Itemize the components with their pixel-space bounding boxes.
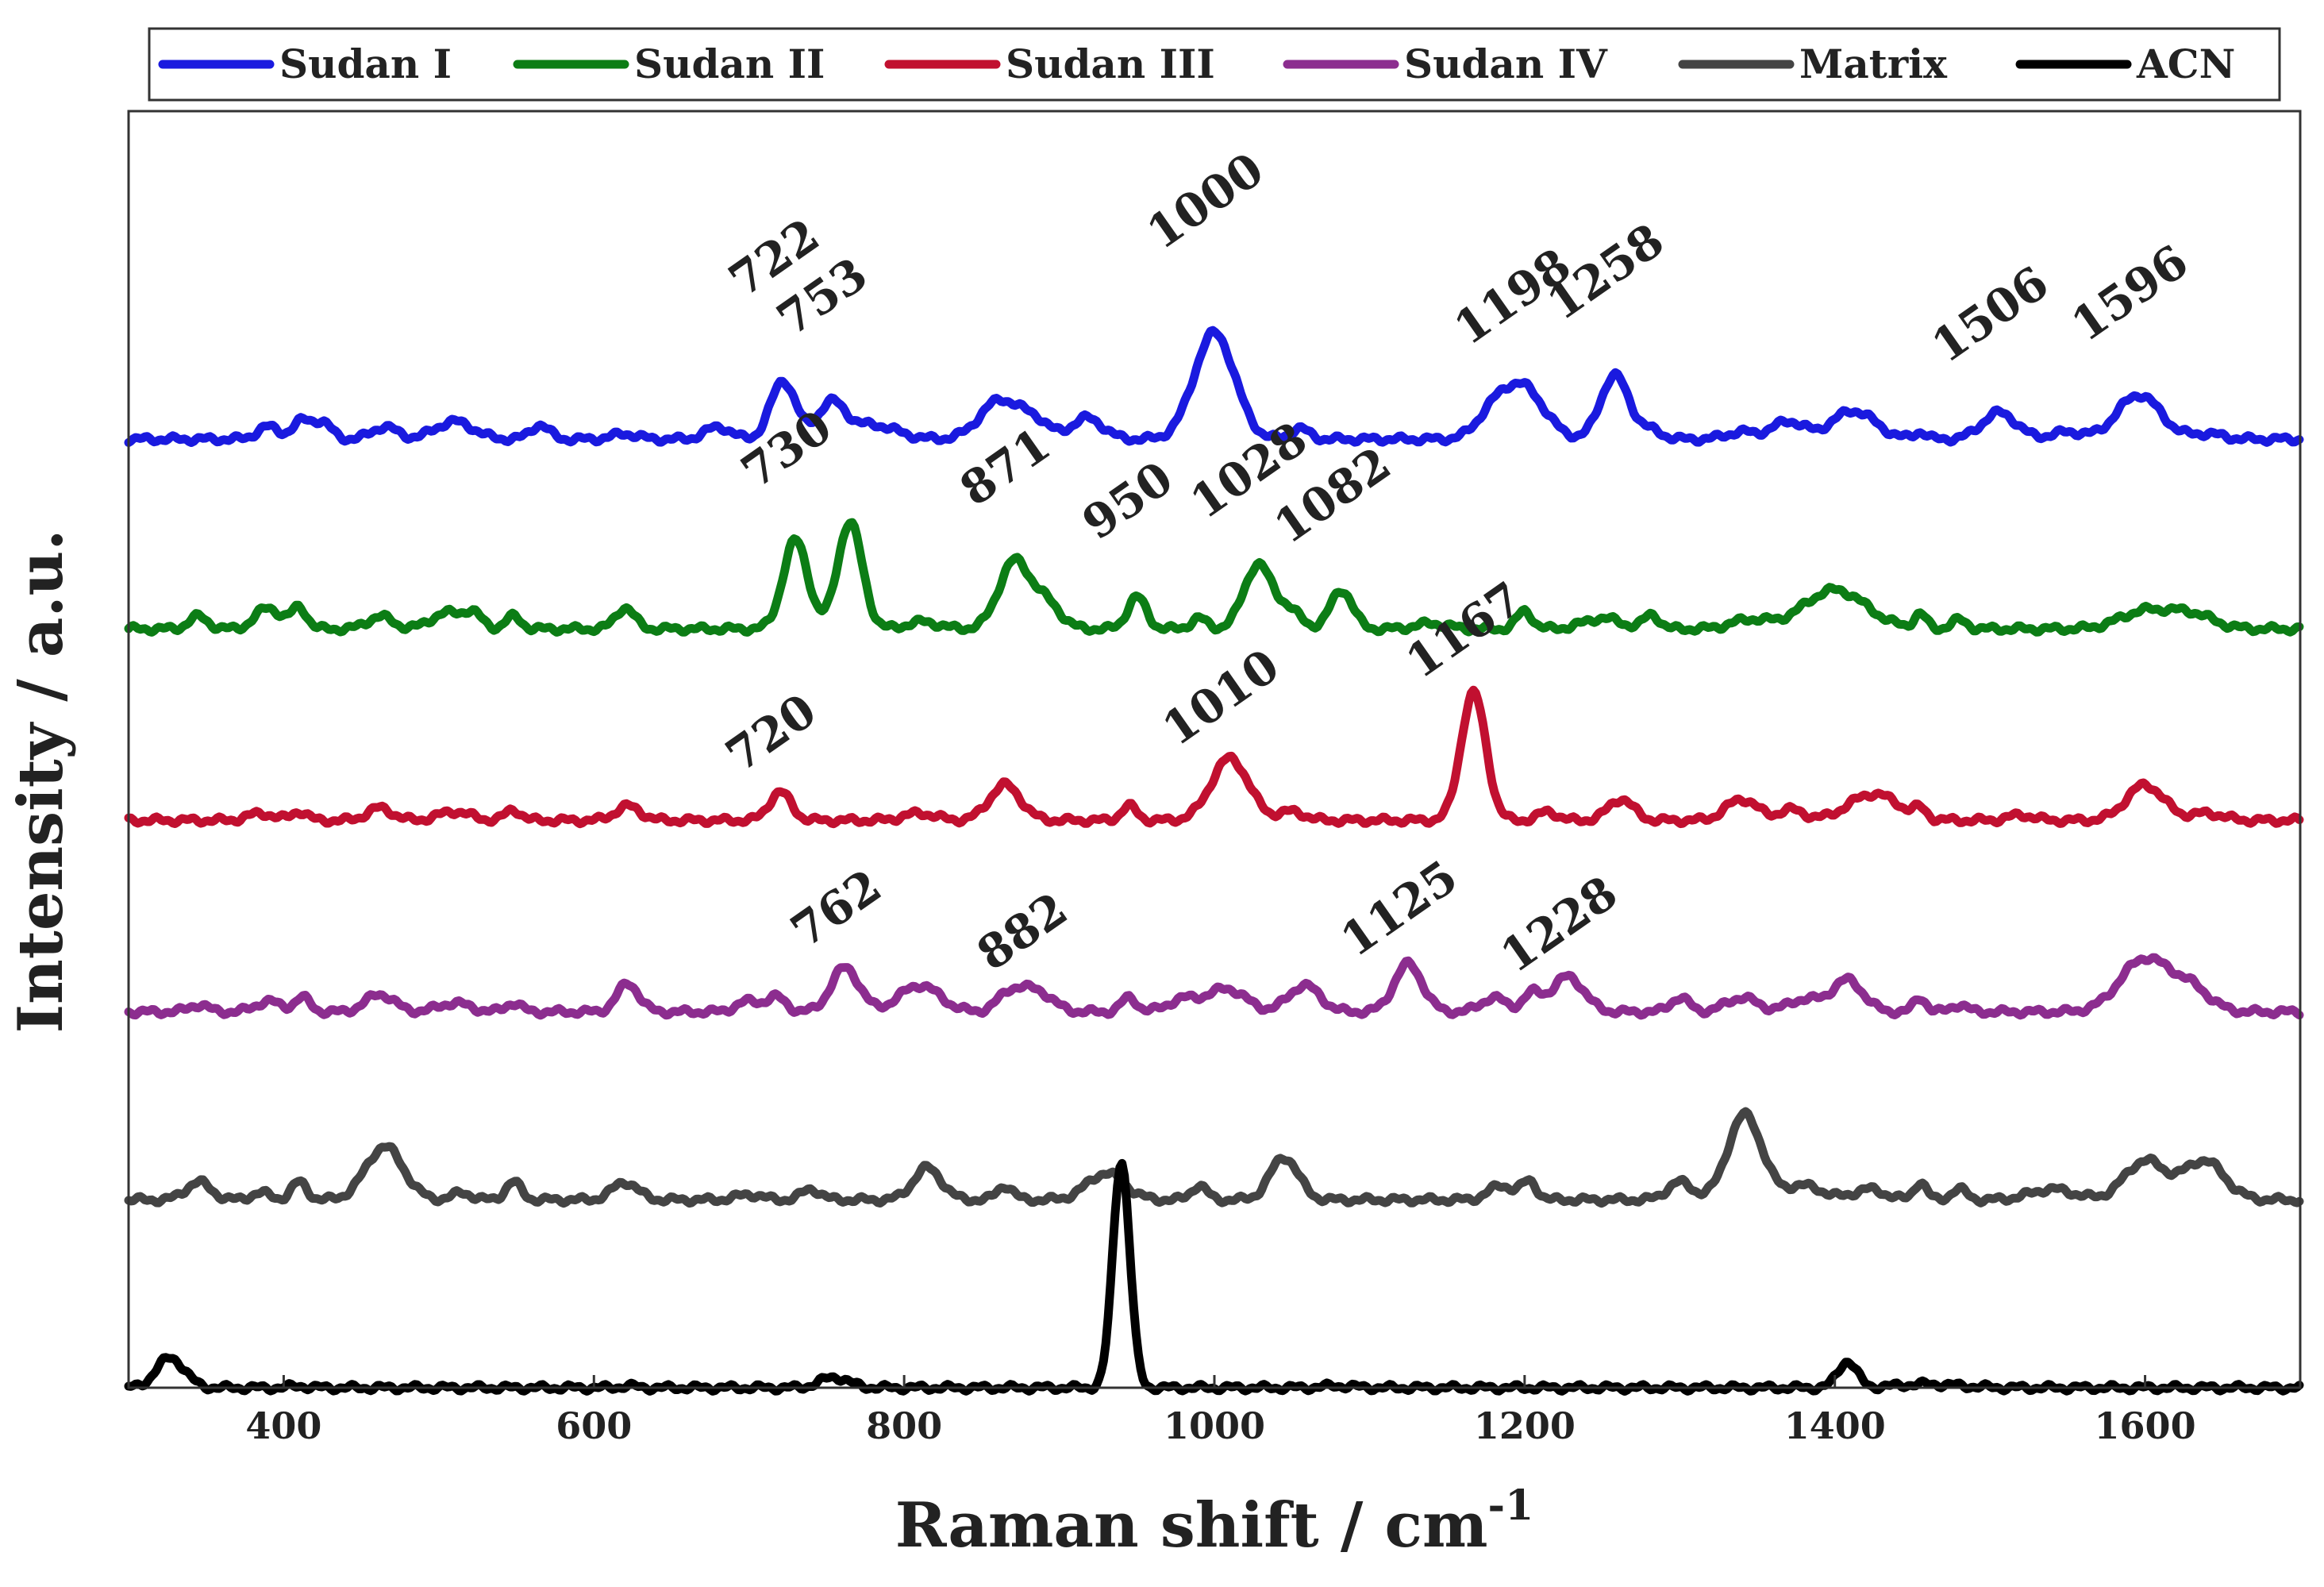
- series-line-matrix: [124, 1107, 2304, 1208]
- legend: Sudan I Sudan II Sudan III Sudan IV Matrix AC…: [148, 27, 2281, 102]
- x-tick-label-1000: 1000: [1164, 1404, 1265, 1447]
- series-line-sudan-iii: [124, 685, 2304, 829]
- legend-label-sudan-iv: Sudan IV: [1404, 40, 1608, 87]
- x-axis-title-superscript: -1: [1488, 1481, 1534, 1530]
- x-axis-title: Raman shift / cm-1: [895, 1481, 1534, 1562]
- legend-box: [148, 27, 2281, 102]
- legend-label-acn: ACN: [2136, 40, 2235, 87]
- x-tick-label-600: 600: [556, 1404, 632, 1447]
- series-line-sudan-i: [124, 325, 2304, 447]
- legend-label-sudan-iii: Sudan III: [1006, 40, 1215, 87]
- legend-label-sudan-ii: Sudan II: [634, 40, 825, 87]
- series-line-sudan-iv: [124, 953, 2304, 1020]
- y-axis-title: Intensity / a.u.: [5, 530, 77, 1034]
- x-tick-label-1400: 1400: [1784, 1404, 1886, 1447]
- x-tick-label-400: 400: [245, 1404, 321, 1447]
- x-tick-label-1200: 1200: [1474, 1404, 1576, 1447]
- x-tick-label-800: 800: [866, 1404, 942, 1447]
- x-axis-ticks: 400 600 800 1000 1200 1400 1600: [245, 1375, 2196, 1447]
- x-tick-label-1600: 1600: [2095, 1404, 2196, 1447]
- series-line-sudan-ii: [124, 518, 2304, 637]
- axes-layer: 400 600 800 1000 1200 1400 1600 Raman shift / …: [5, 110, 2302, 1562]
- legend-label-matrix: Matrix: [1799, 40, 1948, 87]
- legend-items: Sudan I Sudan II Sudan III Sudan IV Matrix AC…: [158, 40, 2235, 87]
- x-axis-title-text: Raman shift / cm: [895, 1489, 1488, 1562]
- legend-label-sudan-i: Sudan I: [279, 40, 452, 87]
